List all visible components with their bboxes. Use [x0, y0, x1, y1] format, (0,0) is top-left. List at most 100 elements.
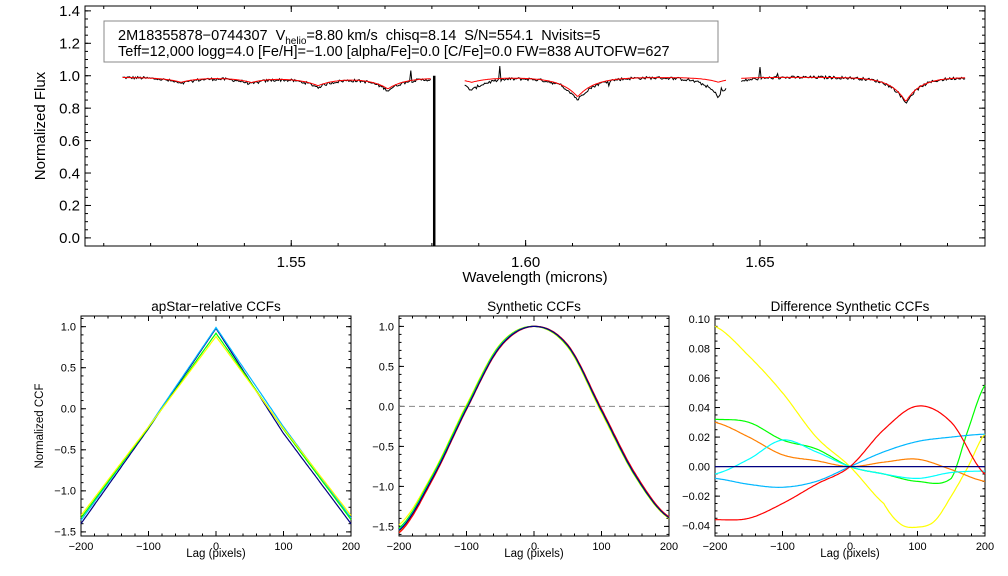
- y-tick-label: −0.02: [682, 491, 710, 503]
- ccf-line-visit-2: [80, 326, 352, 521]
- synthetic-ccf-panel: Synthetic CCFs −200 −100 0 100 2001.00.50.0−…: [372, 299, 678, 560]
- spectrum-line-synthetic: [741, 76, 966, 102]
- synthetic-ccf-ticks: −200 −100 0 100 200 1.0 0.5 0.0 −0.5 −1.0 −1.5: [372, 316, 678, 553]
- x-tick-label: 0: [847, 541, 853, 553]
- ccf-line-orange: [714, 421, 986, 482]
- y-tick-label: −1.5: [372, 521, 394, 533]
- ccf-line-visit-1: [398, 325, 670, 526]
- y-tick-label: 1.2: [59, 36, 80, 53]
- y-tick-label: 0.2: [59, 198, 80, 215]
- annotation-line-1: 2M18355878−0744307 Vhelio=8.80 km/s chisq=…: [118, 28, 600, 47]
- apstar-ccf-panel: apStar−relative CCFs −200 −100 0 100 200 1.0 0…: [34, 299, 360, 560]
- y-tick-label: 0.00: [689, 461, 710, 473]
- x-tick-label: −200: [69, 541, 94, 553]
- x-tick-label: 100: [274, 541, 292, 553]
- synthetic-ccf-frame: [398, 315, 670, 537]
- spectrum-line-synthetic: [122, 77, 431, 90]
- x-tick-label: 1.65: [745, 254, 774, 271]
- v-helio-value: =8.80 km/s: [306, 28, 377, 44]
- x-tick-label: 200: [976, 541, 994, 553]
- difference-ccf-title: Difference Synthetic CCFs: [771, 299, 930, 314]
- x-tick-label: 0: [213, 541, 219, 553]
- y-tick-label: 0.06: [689, 373, 710, 385]
- x-tick-label: −100: [770, 541, 795, 553]
- spectrum-line-observed: [464, 65, 727, 101]
- x-tick-label: 200: [660, 541, 678, 553]
- x-tick-label: 200: [342, 541, 360, 553]
- y-tick-label: 0.10: [689, 314, 710, 326]
- y-tick-label: −1.0: [372, 481, 394, 493]
- y-tick-label: 1.0: [61, 322, 76, 334]
- spectrum-xlabel: Wavelength (microns): [462, 269, 607, 286]
- spectrum-line-observed: [122, 70, 432, 92]
- spectrum-curves: [122, 65, 966, 246]
- y-tick-label: −0.5: [372, 441, 394, 453]
- synthetic-ccf-title: Synthetic CCFs: [487, 299, 581, 314]
- x-tick-label: 100: [908, 541, 926, 553]
- ccf-line-green: [715, 385, 986, 484]
- annotation-box: [103, 20, 719, 63]
- y-tick-label: −1.5: [54, 527, 76, 539]
- difference-ccf-panel: Difference Synthetic CCFs −200 −100 0 100 20…: [682, 299, 994, 560]
- y-tick-label: −0.04: [682, 521, 710, 533]
- y-tick-label: −1.0: [54, 486, 76, 498]
- y-tick-label: 0.8: [59, 100, 80, 117]
- difference-ccf-curves: [714, 325, 986, 529]
- synthetic-ccf-curves: [398, 325, 670, 534]
- y-tick-label: 0.5: [379, 361, 394, 373]
- difference-ccf-xlabel: Lag (pixels): [820, 548, 880, 560]
- y-tick-label: 0.6: [59, 133, 80, 150]
- y-tick-label: 1.0: [379, 321, 394, 333]
- x-tick-label: 100: [592, 541, 610, 553]
- x-tick-label: −200: [703, 541, 728, 553]
- difference-ccf-frame: [714, 315, 986, 537]
- snr-value: S/N=554.1: [464, 28, 533, 44]
- ccf-line-visit-5: [398, 325, 670, 534]
- spectrum-axis-ticks: 1.55 1.60 1.65 0.0 0.2 0.4 0.6 0.8 1.0 1.2 1.4: [59, 3, 985, 271]
- ccf-line-visit-1: [80, 327, 352, 525]
- y-tick-label: 0.04: [689, 402, 710, 414]
- y-tick-label: 0.08: [689, 343, 710, 355]
- x-tick-label: 1.60: [511, 254, 540, 271]
- spectrum-frame: [84, 5, 986, 247]
- apstar-ccf-curves: [80, 326, 352, 525]
- ccf-line-visit-4: [80, 335, 352, 516]
- x-tick-label: −100: [454, 541, 479, 553]
- y-tick-label: 0.5: [61, 363, 76, 375]
- y-tick-label: 1.4: [59, 3, 80, 20]
- spectrum-panel: 1.55 1.60 1.65 0.0 0.2 0.4 0.6 0.8 1.0 1.2 1.4 2M1…: [32, 3, 986, 286]
- ccf-line-red: [714, 405, 986, 521]
- spectrum-line-observed: [740, 67, 966, 104]
- nvisits-value: Nvisits=5: [541, 28, 600, 44]
- y-tick-label: 0.0: [59, 230, 80, 247]
- ccf-line-visit-3: [398, 325, 670, 531]
- apstar-ccf-ylabel: Normalized CCF: [34, 384, 46, 469]
- x-tick-label: −200: [387, 541, 412, 553]
- ccf-line-visit-3: [80, 332, 352, 520]
- x-tick-label: −100: [136, 541, 161, 553]
- annotation-line-2: Teff=12,000 logg=4.0 [Fe/H]=−1.00 [alpha…: [118, 44, 670, 60]
- apstar-ccf-frame: [80, 315, 352, 537]
- ccf-line-visit-4: [398, 325, 670, 532]
- ccf-line-model: [398, 325, 670, 531]
- spectrum-line-synthetic: [464, 77, 727, 97]
- synthetic-ccf-xlabel: Lag (pixels): [504, 548, 564, 560]
- y-tick-label: 1.0: [59, 68, 80, 85]
- spectrum-ylabel: Normalized Flux: [32, 71, 49, 180]
- apstar-ccf-xlabel: Lag (pixels): [186, 548, 246, 560]
- star-id: 2M18355878−0744307: [118, 28, 268, 44]
- y-tick-label: 0.02: [689, 432, 710, 444]
- x-tick-label: 0: [531, 541, 537, 553]
- y-tick-label: 0.4: [59, 165, 80, 182]
- y-tick-label: −0.5: [54, 445, 76, 457]
- y-tick-label: 0.0: [379, 401, 394, 413]
- apstar-ccf-ticks: −200 −100 0 100 200 1.0 0.5 0.0 −0.5 −1.0 −1.5: [54, 316, 360, 553]
- spectrum-annotation: 2M18355878−0744307 Vhelio=8.80 km/s chisq=…: [103, 20, 719, 63]
- v-label: V: [276, 28, 286, 44]
- ccf-line-visit-2: [398, 325, 670, 529]
- ccf-line-cyan: [714, 439, 986, 479]
- apstar-ccf-title: apStar−relative CCFs: [151, 299, 281, 314]
- v-subscript: helio: [285, 36, 307, 47]
- x-tick-label: 1.55: [277, 254, 306, 271]
